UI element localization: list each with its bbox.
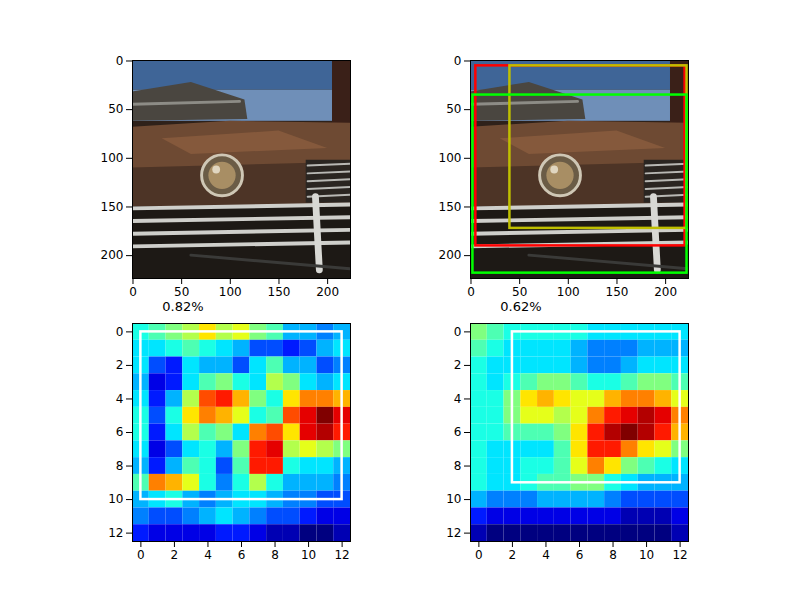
svg-text:0: 0: [129, 285, 137, 299]
svg-text:50: 50: [446, 102, 461, 116]
svg-text:12: 12: [108, 526, 123, 540]
svg-text:8: 8: [609, 548, 617, 562]
svg-text:50: 50: [174, 285, 189, 299]
svg-text:6: 6: [576, 548, 584, 562]
svg-text:0: 0: [116, 54, 124, 68]
svg-text:6: 6: [454, 425, 462, 439]
svg-text:200: 200: [101, 248, 124, 262]
svg-text:4: 4: [454, 392, 462, 406]
svg-text:8: 8: [116, 459, 124, 473]
svg-text:200: 200: [654, 285, 677, 299]
svg-text:200: 200: [316, 285, 339, 299]
html-text:0.82%: 0.82%: [162, 299, 204, 314]
svg-text:0: 0: [467, 285, 475, 299]
svg-text:0: 0: [475, 548, 483, 562]
svg-text:100: 100: [439, 151, 462, 165]
svg-text:100: 100: [101, 151, 124, 165]
svg-text:50: 50: [512, 285, 527, 299]
svg-text:4: 4: [204, 548, 212, 562]
svg-text:6: 6: [116, 425, 124, 439]
svg-text:0: 0: [116, 325, 124, 339]
svg-text:50: 50: [108, 102, 123, 116]
svg-text:200: 200: [439, 248, 462, 262]
svg-text:4: 4: [116, 392, 124, 406]
svg-text:2: 2: [171, 548, 179, 562]
svg-text:2: 2: [116, 358, 124, 372]
svg-text:100: 100: [557, 285, 580, 299]
svg-text:10: 10: [639, 548, 654, 562]
svg-text:0: 0: [454, 325, 462, 339]
html-text:0.62%: 0.62%: [500, 299, 542, 314]
svg-text:12: 12: [446, 526, 461, 540]
svg-text:8: 8: [454, 459, 462, 473]
svg-text:150: 150: [101, 200, 124, 214]
svg-text:10: 10: [301, 548, 316, 562]
svg-text:150: 150: [439, 200, 462, 214]
svg-text:10: 10: [108, 492, 123, 506]
svg-text:0: 0: [137, 548, 145, 562]
svg-text:2: 2: [454, 358, 462, 372]
svg-text:10: 10: [446, 492, 461, 506]
svg-text:2: 2: [509, 548, 517, 562]
svg-text:150: 150: [606, 285, 629, 299]
svg-text:12: 12: [672, 548, 687, 562]
svg-text:100: 100: [219, 285, 242, 299]
svg-text:4: 4: [542, 548, 550, 562]
svg-text:0: 0: [454, 54, 462, 68]
svg-text:8: 8: [271, 548, 279, 562]
svg-text:150: 150: [268, 285, 291, 299]
svg-text:12: 12: [334, 548, 349, 562]
svg-text:6: 6: [238, 548, 246, 562]
